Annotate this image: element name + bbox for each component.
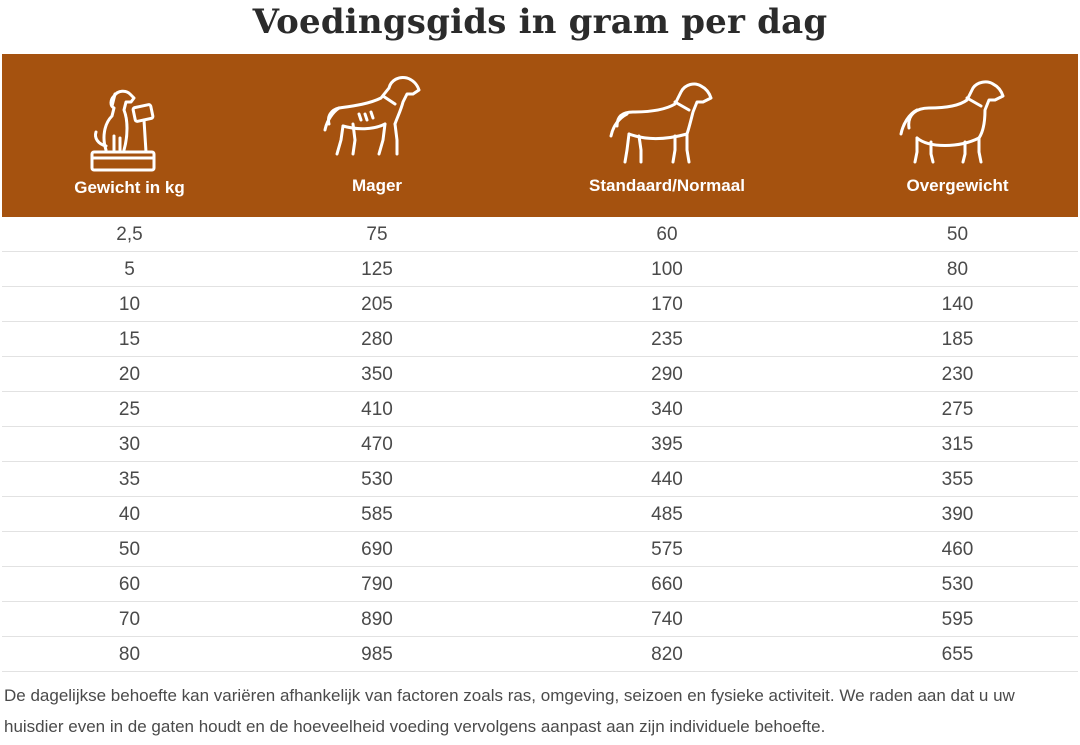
table-row: 15 280 235 185	[2, 322, 1078, 357]
table-cell: 530	[361, 469, 393, 490]
table-cell: 820	[651, 644, 683, 665]
table-cell: 15	[118, 329, 141, 350]
table-cell: 350	[361, 364, 393, 385]
table-cell: 660	[651, 574, 683, 595]
feeding-table: Gewicht in kg Mager	[2, 54, 1078, 672]
table-cell: 470	[361, 434, 393, 455]
footnote: De dagelijkse behoefte kan variëren afha…	[4, 686, 1015, 736]
lean-dog-icon	[323, 76, 421, 156]
table-row: 10 205 170 140	[2, 287, 1078, 322]
table-cell: 440	[651, 469, 683, 490]
table-cell: 235	[651, 329, 683, 350]
header-label: Standaard/Normaal	[589, 176, 745, 195]
page-title: Voedingsgids in gram per dag	[252, 2, 828, 42]
table-cell: 25	[118, 399, 141, 420]
table-row: 20 350 290 230	[2, 357, 1078, 392]
overweight-dog-icon	[899, 80, 1005, 164]
table-cell: 5	[124, 259, 135, 280]
table-header: Gewicht in kg Mager	[2, 54, 1078, 217]
table-row: 5 125 100 80	[2, 252, 1078, 287]
table-cell: 485	[651, 504, 683, 525]
table-row: 50 690 575 460	[2, 532, 1078, 567]
header-weight: Gewicht in kg	[2, 54, 257, 217]
header-label: Gewicht in kg	[74, 178, 185, 197]
table-cell: 70	[118, 609, 141, 630]
table-cell: 530	[941, 574, 974, 595]
table-cell: 75	[366, 224, 388, 245]
table-cell: 230	[941, 364, 974, 385]
table-cell: 410	[361, 399, 393, 420]
header-lean: Mager	[257, 54, 497, 217]
dog-on-scale-icon	[90, 89, 156, 172]
table-row: 70 890 740 595	[2, 602, 1078, 637]
table-cell: 50	[118, 539, 141, 560]
table-cell: 585	[361, 504, 393, 525]
table-cell: 30	[118, 434, 141, 455]
table-cell: 340	[651, 399, 683, 420]
table-row: 25 410 340 275	[2, 392, 1078, 427]
table-cell: 80	[946, 259, 969, 280]
table-cell: 355	[941, 469, 974, 490]
table-cell: 170	[651, 294, 683, 315]
table-row: 40 585 485 390	[2, 497, 1078, 532]
table-cell: 2,5	[116, 224, 143, 245]
table-cell: 690	[361, 539, 393, 560]
table-cell: 390	[941, 504, 974, 525]
table-cell: 790	[361, 574, 393, 595]
header-label: Mager	[351, 176, 403, 195]
table-cell: 655	[941, 644, 974, 665]
table-body: 2,5 75 60 50 5 125 100 80 10 205 170 140 15 280 235 185…	[2, 217, 1078, 672]
header-standard: Standaard/Normaal	[497, 54, 837, 217]
table-row: 60 790 660 530	[2, 567, 1078, 602]
table-cell: 140	[941, 294, 974, 315]
table-cell: 40	[118, 504, 141, 525]
table-cell: 35	[118, 469, 141, 490]
table-cell: 80	[118, 644, 141, 665]
table-cell: 290	[651, 364, 683, 385]
table-cell: 740	[651, 609, 683, 630]
table-cell: 60	[118, 574, 141, 595]
table-cell: 50	[946, 224, 969, 245]
table-cell: 575	[651, 539, 683, 560]
table-cell: 125	[361, 259, 393, 280]
table-cell: 10	[118, 294, 141, 315]
table-row: 2,5 75 60 50	[2, 217, 1078, 252]
header-overweight: Overgewicht	[837, 54, 1078, 217]
table-cell: 20	[118, 364, 141, 385]
table-cell: 395	[651, 434, 683, 455]
table-cell: 60	[656, 224, 678, 245]
table-row: 35 530 440 355	[2, 462, 1078, 497]
table-cell: 275	[941, 399, 974, 420]
table-row: 30 470 395 315	[2, 427, 1078, 462]
table-cell: 315	[941, 434, 974, 455]
table-cell: 205	[361, 294, 393, 315]
table-cell: 185	[941, 329, 974, 350]
table-row: 80 985 820 655	[2, 637, 1078, 672]
table-cell: 100	[651, 259, 683, 280]
table-cell: 985	[361, 644, 393, 665]
table-cell: 890	[361, 609, 393, 630]
header-label: Overgewicht	[906, 176, 1009, 195]
standard-dog-icon	[609, 82, 713, 164]
table-cell: 460	[941, 539, 974, 560]
table-cell: 280	[361, 329, 393, 350]
table-cell: 595	[941, 609, 974, 630]
